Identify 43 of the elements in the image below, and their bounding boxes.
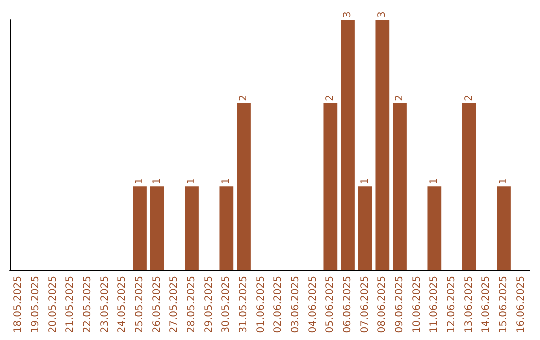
- x-tick-label: 21.05.2025: [65, 276, 76, 334]
- x-tick-label: 26.05.2025: [152, 276, 163, 334]
- x-tick-label: 25.05.2025: [134, 276, 146, 334]
- x-tick-label: 05.06.2025: [325, 276, 336, 334]
- x-tick-label: 27.05.2025: [169, 276, 180, 334]
- x-tick-label: 02.06.2025: [273, 276, 284, 334]
- x-tick-label: 20.05.2025: [48, 276, 59, 334]
- x-tick-label: 06.06.2025: [342, 276, 354, 334]
- x-tick-label: 11.06.2025: [429, 276, 440, 334]
- data-label: 1: [134, 178, 146, 185]
- x-tick-label: 24.05.2025: [117, 276, 128, 334]
- x-tick-label: 09.06.2025: [394, 276, 406, 334]
- x-tick-label: 22.05.2025: [82, 276, 94, 334]
- data-label: 2: [464, 94, 475, 102]
- x-tick-label: 13.06.2025: [464, 276, 475, 334]
- x-tick-label: 04.06.2025: [308, 276, 319, 334]
- x-tick-label: 07.06.2025: [360, 276, 371, 334]
- x-tick-label: 16.06.2025: [516, 276, 527, 334]
- x-tick-label: 18.05.2025: [13, 276, 24, 334]
- x-tick-label: 23.05.2025: [100, 276, 111, 334]
- data-label: 1: [221, 178, 232, 185]
- data-label: 1: [498, 178, 510, 185]
- x-tick-label: 03.06.2025: [290, 276, 302, 334]
- x-tick-label: 14.06.2025: [481, 276, 492, 334]
- x-tick-label: 12.06.2025: [446, 276, 458, 334]
- data-label: 2: [238, 94, 250, 102]
- x-tick-label: 31.05.2025: [238, 276, 250, 334]
- data-label: 2: [394, 94, 406, 102]
- data-label: 2: [325, 94, 336, 102]
- data-label: 3: [377, 12, 388, 18]
- x-tick-label: 28.05.2025: [186, 276, 198, 334]
- x-tick-label: 29.05.2025: [204, 276, 215, 334]
- x-tick-label: 08.06.2025: [377, 276, 388, 334]
- x-tick-label: 15.06.2025: [498, 276, 510, 334]
- x-tick-label: 30.05.2025: [221, 276, 232, 334]
- data-label: 3: [342, 12, 354, 18]
- x-tick-label: 10.06.2025: [412, 276, 423, 334]
- x-tick-label: 19.05.2025: [30, 276, 42, 334]
- data-label: 1: [186, 178, 198, 185]
- data-label: 1: [360, 178, 371, 185]
- data-label: 1: [152, 178, 163, 185]
- x-tick-label: 01.06.2025: [256, 276, 267, 334]
- data-label: 1: [429, 178, 440, 185]
